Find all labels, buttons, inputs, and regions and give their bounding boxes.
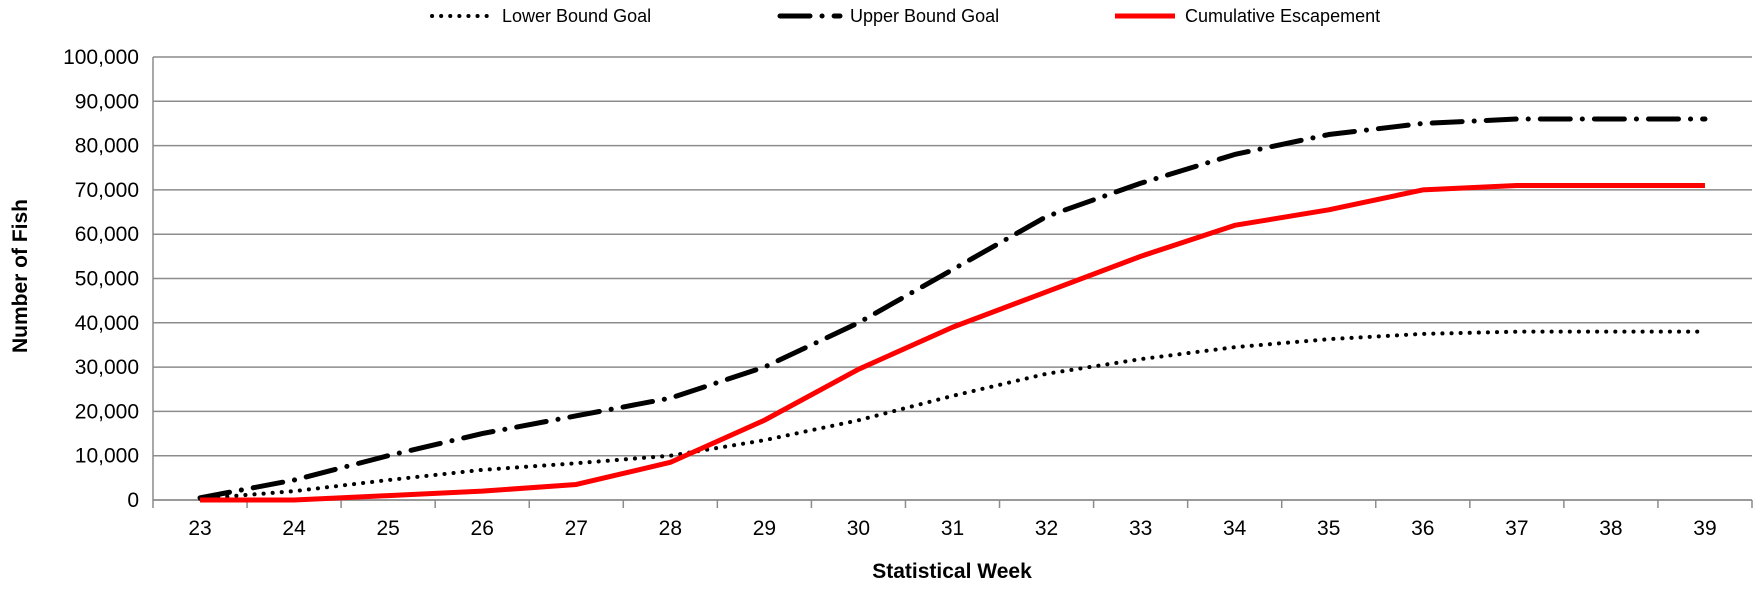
series-line-lower-bound-goal [198, 329, 1707, 501]
gridlines [153, 56, 1752, 501]
legend-item-upper-bound-goal: Upper Bound Goal [777, 6, 999, 26]
legend-label: Cumulative Escapement [1185, 6, 1380, 26]
plot-frame [152, 57, 1753, 508]
x-tick-label: 32 [1035, 517, 1058, 540]
x-tick-label: 38 [1599, 517, 1622, 540]
y-tick-label: 30,000 [75, 356, 139, 379]
legend-item-cumulative-escapement: Cumulative Escapement [1115, 6, 1380, 26]
series-lines [197, 116, 1708, 503]
y-tick-label: 80,000 [75, 135, 139, 158]
legend-label: Upper Bound Goal [850, 6, 999, 26]
x-tick-label: 39 [1693, 517, 1716, 540]
x-tick-label: 23 [188, 517, 211, 540]
legend-label: Lower Bound Goal [502, 6, 651, 26]
x-axis-title: Statistical Week [872, 560, 1032, 583]
y-axis-title: Number of Fish [9, 199, 32, 353]
x-tick-label: 35 [1317, 517, 1340, 540]
x-tick-label: 34 [1223, 517, 1247, 540]
legend-item-lower-bound-goal: Lower Bound Goal [430, 6, 651, 26]
x-tick-label: 26 [471, 517, 494, 540]
legend: Lower Bound Goal Upper Bound Goal Cumulati… [430, 6, 1380, 26]
y-tick-label: 60,000 [75, 223, 139, 246]
y-tick-label: 70,000 [75, 179, 139, 202]
y-tick-label: 100,000 [63, 46, 139, 69]
x-tick-label: 31 [941, 517, 964, 540]
y-tick-label: 40,000 [75, 312, 139, 335]
series-line-cumulative-escapement [200, 182, 1705, 503]
x-tick-label: 25 [376, 517, 399, 540]
y-tick-label: 20,000 [75, 400, 139, 423]
x-axis-ticks: 23 24 25 26 27 28 29 30 31 32 33 34 35 36 37 38 39 [188, 517, 1716, 540]
x-tick-label: 24 [282, 517, 306, 540]
y-axis-ticks: 0 10,000 20,000 30,000 40,000 50,000 60,000 70,… [63, 46, 139, 512]
x-tick-label: 29 [753, 517, 776, 540]
y-tick-label: 10,000 [75, 445, 139, 468]
x-tick-label: 27 [565, 517, 588, 540]
y-tick-label: 90,000 [75, 90, 139, 113]
series-line-upper-bound-goal [197, 116, 1708, 501]
x-tick-label: 33 [1129, 517, 1152, 540]
x-tick-label: 36 [1411, 517, 1434, 540]
x-tick-label: 37 [1505, 517, 1528, 540]
y-tick-label: 0 [127, 489, 139, 512]
x-tick-label: 30 [847, 517, 870, 540]
x-tick-label: 28 [659, 517, 682, 540]
y-tick-label: 50,000 [75, 268, 139, 291]
